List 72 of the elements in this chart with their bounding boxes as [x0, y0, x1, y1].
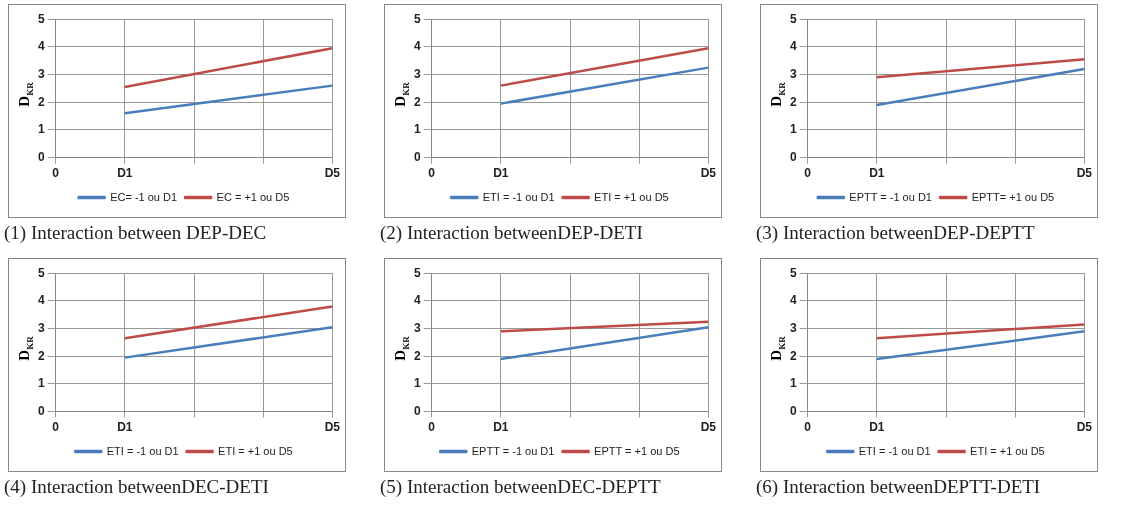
x-tick-label: D5 — [324, 166, 341, 181]
x-tick-label: 0 — [52, 166, 60, 181]
y-tick-label: 5 — [37, 265, 45, 280]
y-tick-label: 5 — [789, 11, 797, 26]
y-tick-label: 0 — [789, 403, 797, 418]
y-tick-label: 4 — [789, 293, 797, 308]
y-tick-label: 3 — [37, 320, 45, 335]
y-tick-label: 0 — [37, 403, 45, 418]
y-tick-label: 0 — [37, 149, 45, 164]
x-tick-label: 0 — [428, 420, 436, 435]
x-tick-label: D5 — [1076, 166, 1093, 181]
x-tick-label: D5 — [324, 420, 341, 435]
y-tick-label: 4 — [413, 39, 421, 54]
y-tick-label: 4 — [37, 293, 45, 308]
y-tick-label: 1 — [37, 376, 45, 391]
x-tick-label: D1 — [493, 166, 509, 181]
legend-label: ETI = -1 ou D1 — [858, 444, 931, 457]
legend-label: ETI = +1 ou D5 — [218, 444, 293, 457]
legend-label: EPTT= +1 ou D5 — [971, 190, 1055, 203]
y-tick-label: 2 — [37, 348, 45, 363]
text: (4) Interaction betweenDEC-DETI — [4, 476, 269, 498]
y-tick-label: 5 — [413, 265, 421, 280]
y-tick-label: 3 — [789, 66, 797, 81]
text: (1) Interaction between DEP-DEC — [4, 222, 267, 244]
y-tick-label: 0 — [413, 403, 421, 418]
y-tick-label: 2 — [413, 348, 421, 363]
legend-label: EPTT = -1 ou D1 — [471, 444, 555, 457]
x-tick-label: 0 — [52, 420, 60, 435]
legend-label: EC= -1 ou D1 — [110, 190, 178, 203]
legend-label: ETI = +1 ou D5 — [970, 444, 1045, 457]
y-tick-label: 0 — [789, 149, 797, 164]
y-tick-label: 1 — [789, 122, 797, 137]
y-tick-label: 1 — [789, 376, 797, 391]
y-tick-label: 4 — [413, 293, 421, 308]
text: (5) Interaction betweenDEC-DEPTT — [380, 476, 661, 498]
y-tick-label: 5 — [789, 265, 797, 280]
x-tick-label: D1 — [869, 166, 885, 181]
y-tick-label: 5 — [413, 11, 421, 26]
y-tick-label: 3 — [413, 66, 421, 81]
text: (2) Interaction betweenDEP-DETI — [380, 222, 643, 244]
y-tick-label: 2 — [789, 348, 797, 363]
y-tick-label: 4 — [37, 39, 45, 54]
x-tick-label: 0 — [428, 166, 436, 181]
y-tick-label: 3 — [413, 320, 421, 335]
x-tick-label: D1 — [493, 420, 509, 435]
x-tick-label: D1 — [869, 420, 885, 435]
text: (3) Interaction betweenDEP-DEPTT — [756, 222, 1035, 244]
y-tick-label: 2 — [413, 94, 421, 109]
x-tick-label: 0 — [804, 166, 812, 181]
x-tick-label: D1 — [117, 166, 133, 181]
legend-label: ETI = -1 ou D1 — [106, 444, 179, 457]
y-tick-label: 3 — [789, 320, 797, 335]
legend-label: ETI = +1 ou D5 — [594, 190, 669, 203]
x-tick-label: D5 — [700, 420, 717, 435]
legend-label: ETI = -1 ou D1 — [482, 190, 555, 203]
y-tick-label: 3 — [37, 66, 45, 81]
y-tick-label: 4 — [789, 39, 797, 54]
x-tick-label: 0 — [804, 420, 812, 435]
y-tick-label: 1 — [37, 122, 45, 137]
legend-label: EC = +1 ou D5 — [216, 190, 290, 203]
x-tick-label: D1 — [117, 420, 133, 435]
x-tick-label: D5 — [1076, 420, 1093, 435]
y-tick-label: 5 — [37, 11, 45, 26]
y-tick-label: 2 — [37, 94, 45, 109]
legend-label: EPTT = -1 ou D1 — [849, 190, 932, 203]
y-tick-label: 1 — [413, 376, 421, 391]
y-tick-label: 0 — [413, 149, 421, 164]
y-tick-label: 1 — [413, 122, 421, 137]
text: (6) Interaction betweenDEPTT-DETI — [756, 476, 1041, 498]
y-tick-label: 2 — [789, 94, 797, 109]
x-tick-label: D5 — [700, 166, 717, 181]
legend-label: EPTT = +1 ou D5 — [594, 444, 680, 457]
